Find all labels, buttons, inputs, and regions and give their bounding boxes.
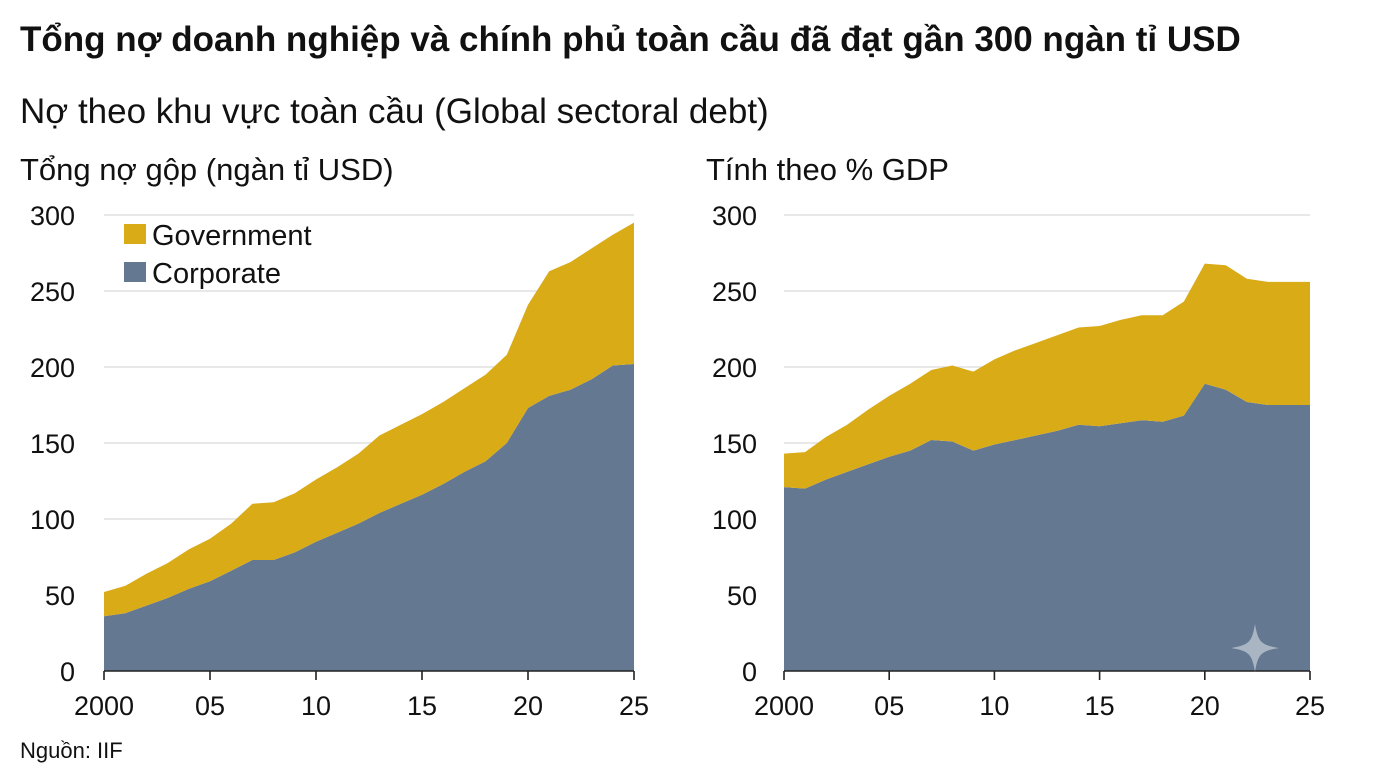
source-note: Nguồn: IIF <box>20 738 123 763</box>
y-tick-label: 250 <box>712 277 757 307</box>
x-tick-label: 25 <box>619 691 649 721</box>
x-tick-label: 10 <box>301 691 331 721</box>
chart-subtitle: Nợ theo khu vực toàn cầu (Global sectora… <box>20 92 769 131</box>
legend-swatch-government <box>124 224 146 244</box>
x-tick-label: 2000 <box>74 691 134 721</box>
area-government <box>784 263 1310 489</box>
x-tick-label: 2000 <box>754 691 814 721</box>
area-corporate <box>784 383 1310 671</box>
area-corporate <box>104 364 634 671</box>
y-tick-label: 150 <box>30 429 75 459</box>
right-panel-title: Tính theo % GDP <box>706 152 949 187</box>
chart-legend: Government Corporate <box>124 220 312 290</box>
y-tick-label: 100 <box>30 505 75 535</box>
chart-title: Tổng nợ doanh nghiệp và chính phủ toàn c… <box>20 20 1241 59</box>
y-tick-label: 50 <box>727 581 757 611</box>
y-tick-label: 50 <box>45 581 75 611</box>
legend-label-government: Government <box>152 220 312 252</box>
y-tick-label: 0 <box>60 657 75 687</box>
legend-swatch-corporate <box>124 262 146 282</box>
right-chart-panel: 0 50 100 150 200 250 300 2000 05 10 15 20 25 <box>712 201 1325 721</box>
area-government <box>104 222 634 617</box>
x-tick-label: 15 <box>1085 691 1115 721</box>
left-panel-title: Tổng nợ gộp (ngàn tỉ USD) <box>20 152 394 187</box>
y-tick-label: 250 <box>30 277 75 307</box>
x-tick-label: 05 <box>874 691 904 721</box>
y-tick-label: 100 <box>712 505 757 535</box>
y-tick-label: 300 <box>30 201 75 231</box>
y-tick-label: 200 <box>712 353 757 383</box>
x-tick-label: 10 <box>979 691 1009 721</box>
x-tick-label: 05 <box>195 691 225 721</box>
legend-label-corporate: Corporate <box>152 258 281 290</box>
x-tick-label: 25 <box>1295 691 1325 721</box>
y-tick-label: 0 <box>742 657 757 687</box>
x-tick-label: 20 <box>513 691 543 721</box>
y-tick-label: 300 <box>712 201 757 231</box>
y-tick-label: 150 <box>712 429 757 459</box>
left-chart-panel: 0 50 100 150 200 250 300 2000 05 10 15 20 25 <box>30 201 649 721</box>
y-tick-label: 200 <box>30 353 75 383</box>
x-tick-label: 15 <box>407 691 437 721</box>
x-tick-label: 20 <box>1190 691 1220 721</box>
sparkle-watermark-icon <box>1231 624 1279 672</box>
